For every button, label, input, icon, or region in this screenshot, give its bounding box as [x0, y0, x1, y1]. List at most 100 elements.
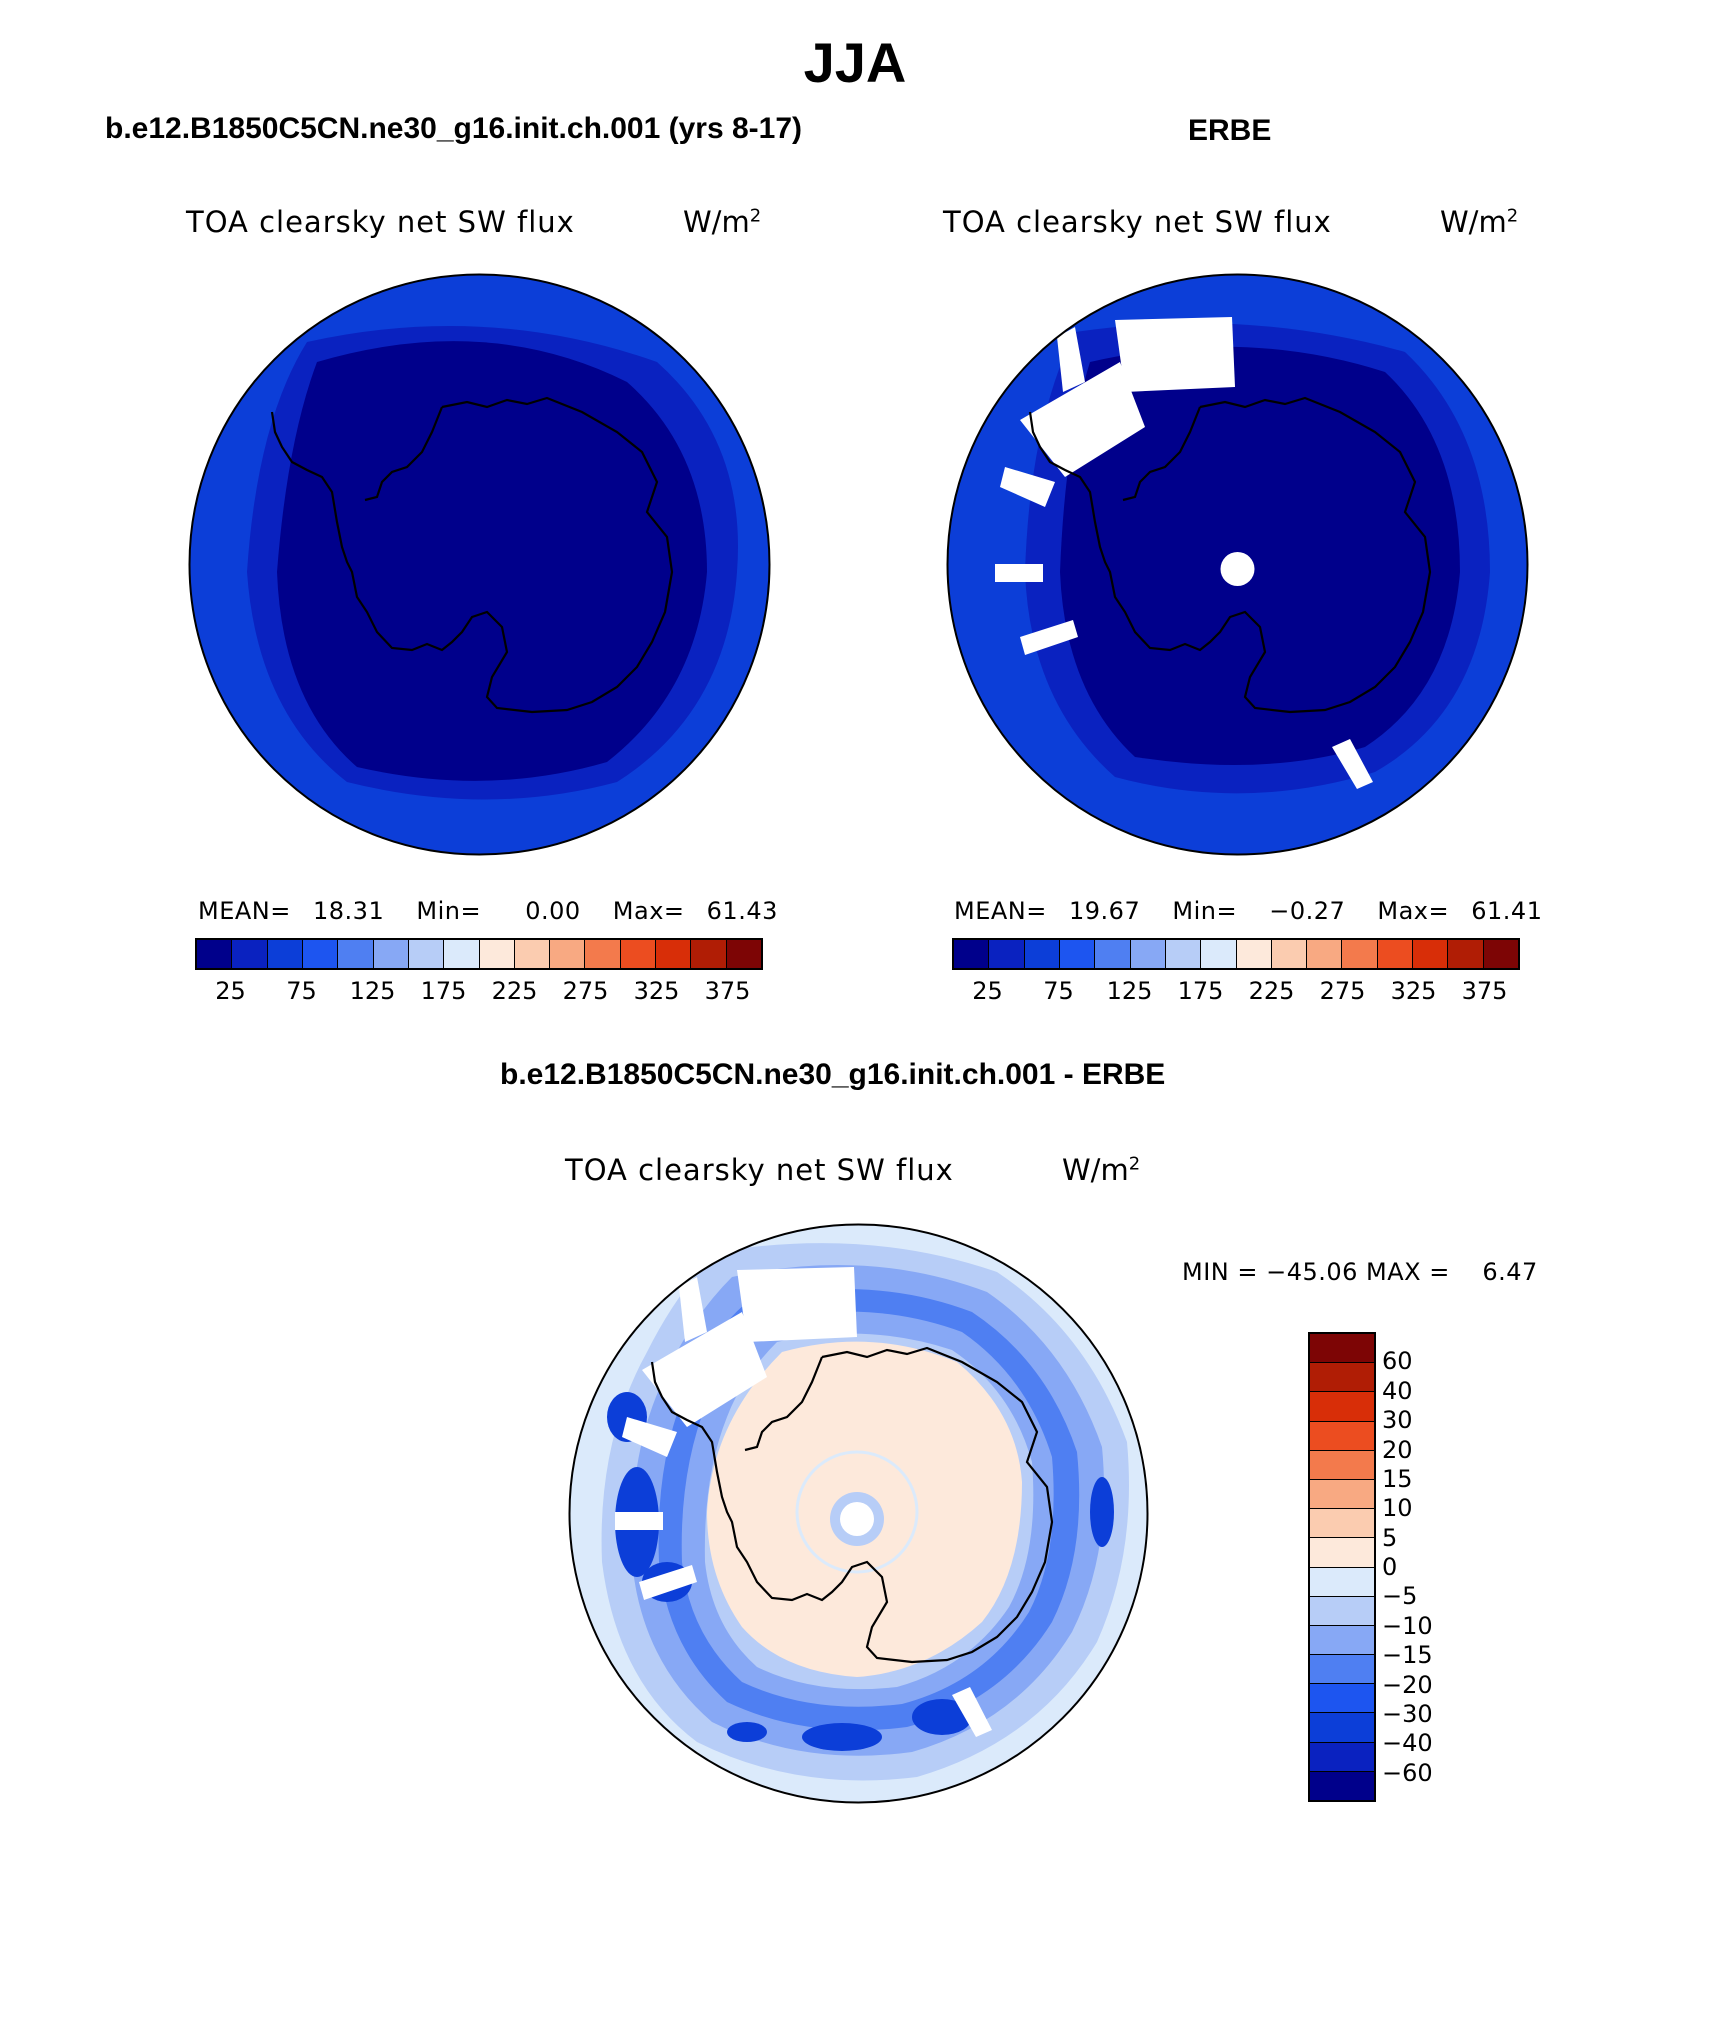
colorbar-label: 125	[1106, 977, 1153, 1005]
colorbar-label: 75	[1043, 977, 1074, 1005]
min-label: Min=	[416, 897, 482, 925]
mean-label: MEAN=	[954, 897, 1047, 925]
colorbar-swatch	[443, 940, 479, 968]
inner-flux-region	[277, 341, 707, 781]
colorbar-swatch	[1200, 940, 1236, 968]
colorbar-swatch	[231, 940, 267, 968]
main-title: JJA	[803, 31, 907, 94]
colorbar-label: 325	[1390, 977, 1437, 1005]
colorbar-swatch	[1129, 940, 1165, 968]
colorbar-swatch	[197, 940, 232, 968]
colorbar-swatch	[372, 940, 408, 968]
colorbar-label: 30	[1382, 1406, 1413, 1435]
diff-case-title: b.e12.B1850C5CN.ne30_g16.init.ch.001 - E…	[500, 1058, 1166, 1091]
obs-units: W/m2	[1440, 205, 1519, 239]
colorbar-label: 20	[1382, 1435, 1413, 1464]
min-value: 0.00	[525, 897, 581, 925]
colorbar-label: 25	[215, 977, 246, 1005]
colorbar-swatch	[1310, 1712, 1374, 1742]
colorbar-label: 60	[1382, 1347, 1413, 1376]
colorbar-swatch	[1310, 1683, 1374, 1713]
colorbar-swatch	[619, 940, 656, 968]
colorbar-swatch	[1341, 940, 1377, 968]
colorbar-label: −5	[1382, 1582, 1418, 1611]
colorbar-swatch	[1058, 940, 1095, 968]
colorbar-swatch	[1310, 1420, 1374, 1450]
colorbar-swatch	[301, 940, 338, 968]
colorbar-label: 25	[972, 977, 1003, 1005]
colorbar-swatch	[1164, 940, 1201, 968]
colorbar-label: −10	[1382, 1611, 1433, 1640]
colorbar-label: 225	[491, 977, 538, 1005]
colorbar-label: 0	[1382, 1553, 1398, 1581]
colorbar-label: 175	[420, 977, 467, 1005]
colorbar-swatch	[1310, 1770, 1374, 1800]
mean-value: 19.67	[1069, 897, 1141, 925]
colorbar-swatch	[1412, 940, 1448, 968]
model-units: W/m2	[683, 205, 762, 239]
colorbar-swatch	[1270, 940, 1307, 968]
colorbar-label: 5	[1382, 1523, 1398, 1552]
colorbar-swatch	[1310, 1566, 1374, 1596]
map-boundary	[568, 1223, 1149, 1804]
max-label: Max=	[612, 897, 685, 925]
diff-colorbar-labels: 60 40 30 20 15 10 5 0 −5 −10 −15 −20 −30 −40 −60	[1382, 1332, 1462, 1802]
pole-ring	[795, 1450, 919, 1574]
antarctica-coastline	[650, 1346, 1054, 1664]
colorbar-label: 75	[286, 977, 317, 1005]
model-stats: MEAN= 18.31 Min= 0.00 Max= 61.43	[198, 897, 778, 925]
colorbar-swatch	[1310, 1449, 1374, 1479]
colorbar-swatch	[1310, 1595, 1374, 1625]
diff-units: W/m2	[1062, 1153, 1141, 1187]
antarctica-coastline	[270, 396, 674, 714]
colorbar-swatch	[584, 940, 620, 968]
inner-flux-region	[1060, 346, 1460, 765]
colorbar-label: 40	[1382, 1376, 1413, 1405]
colorbar-label: 125	[349, 977, 396, 1005]
colorbar-label: −60	[1382, 1758, 1433, 1787]
diff-variable-title: TOA clearsky net SW flux	[565, 1153, 954, 1187]
colorbar-swatch	[988, 940, 1024, 968]
colorbar-swatch	[407, 940, 444, 968]
map-boundary	[946, 273, 1529, 856]
colorbar-swatch	[337, 940, 373, 968]
colorbar-swatch	[1310, 1624, 1374, 1655]
colorbar-swatch	[690, 940, 726, 968]
colorbar-label: −40	[1382, 1729, 1433, 1758]
model-polar-map	[188, 273, 771, 856]
obs-variable-title: TOA clearsky net SW flux	[943, 205, 1332, 239]
colorbar-swatch	[1482, 940, 1518, 968]
colorbar-swatch	[1310, 1508, 1374, 1538]
min-value: −0.27	[1269, 897, 1346, 925]
colorbar-label: 375	[704, 977, 751, 1005]
colorbar-label: 225	[1248, 977, 1295, 1005]
colorbar-swatch	[1447, 940, 1483, 968]
obs-case-title: ERBE	[1188, 114, 1272, 147]
colorbar-swatch	[1306, 940, 1342, 968]
mean-value: 18.31	[313, 897, 385, 925]
colorbar-label: 275	[1319, 977, 1366, 1005]
obs-polar-map	[946, 273, 1529, 856]
colorbar-label: −30	[1382, 1699, 1433, 1728]
model-variable-title: TOA clearsky net SW flux	[186, 205, 575, 239]
diff-colorbar	[1308, 1332, 1376, 1802]
diff-polar-map	[568, 1223, 1149, 1804]
colorbar-label: 15	[1382, 1464, 1413, 1493]
colorbar-swatch	[725, 940, 761, 968]
max-value: 61.41	[1471, 897, 1543, 925]
colorbar-swatch	[1310, 1654, 1374, 1684]
colorbar-swatch	[266, 940, 302, 968]
missing-data-masks	[995, 317, 1373, 789]
colorbar-label: −15	[1382, 1641, 1433, 1670]
obs-colorbar-labels: 25 75 125 175 225 275 325 375	[952, 977, 1520, 1007]
obs-stats: MEAN= 19.67 Min= −0.27 Max= 61.41	[954, 897, 1542, 925]
colorbar-swatch	[1023, 940, 1059, 968]
missing-data-masks	[615, 1267, 992, 1737]
colorbar-swatch	[1310, 1334, 1374, 1363]
colorbar-label: 375	[1461, 977, 1508, 1005]
colorbar-swatch	[1310, 1741, 1374, 1771]
colorbar-swatch	[1310, 1478, 1374, 1509]
colorbar-swatch	[1376, 940, 1413, 968]
colorbar-swatch	[1310, 1537, 1374, 1567]
colorbar-swatch	[513, 940, 550, 968]
